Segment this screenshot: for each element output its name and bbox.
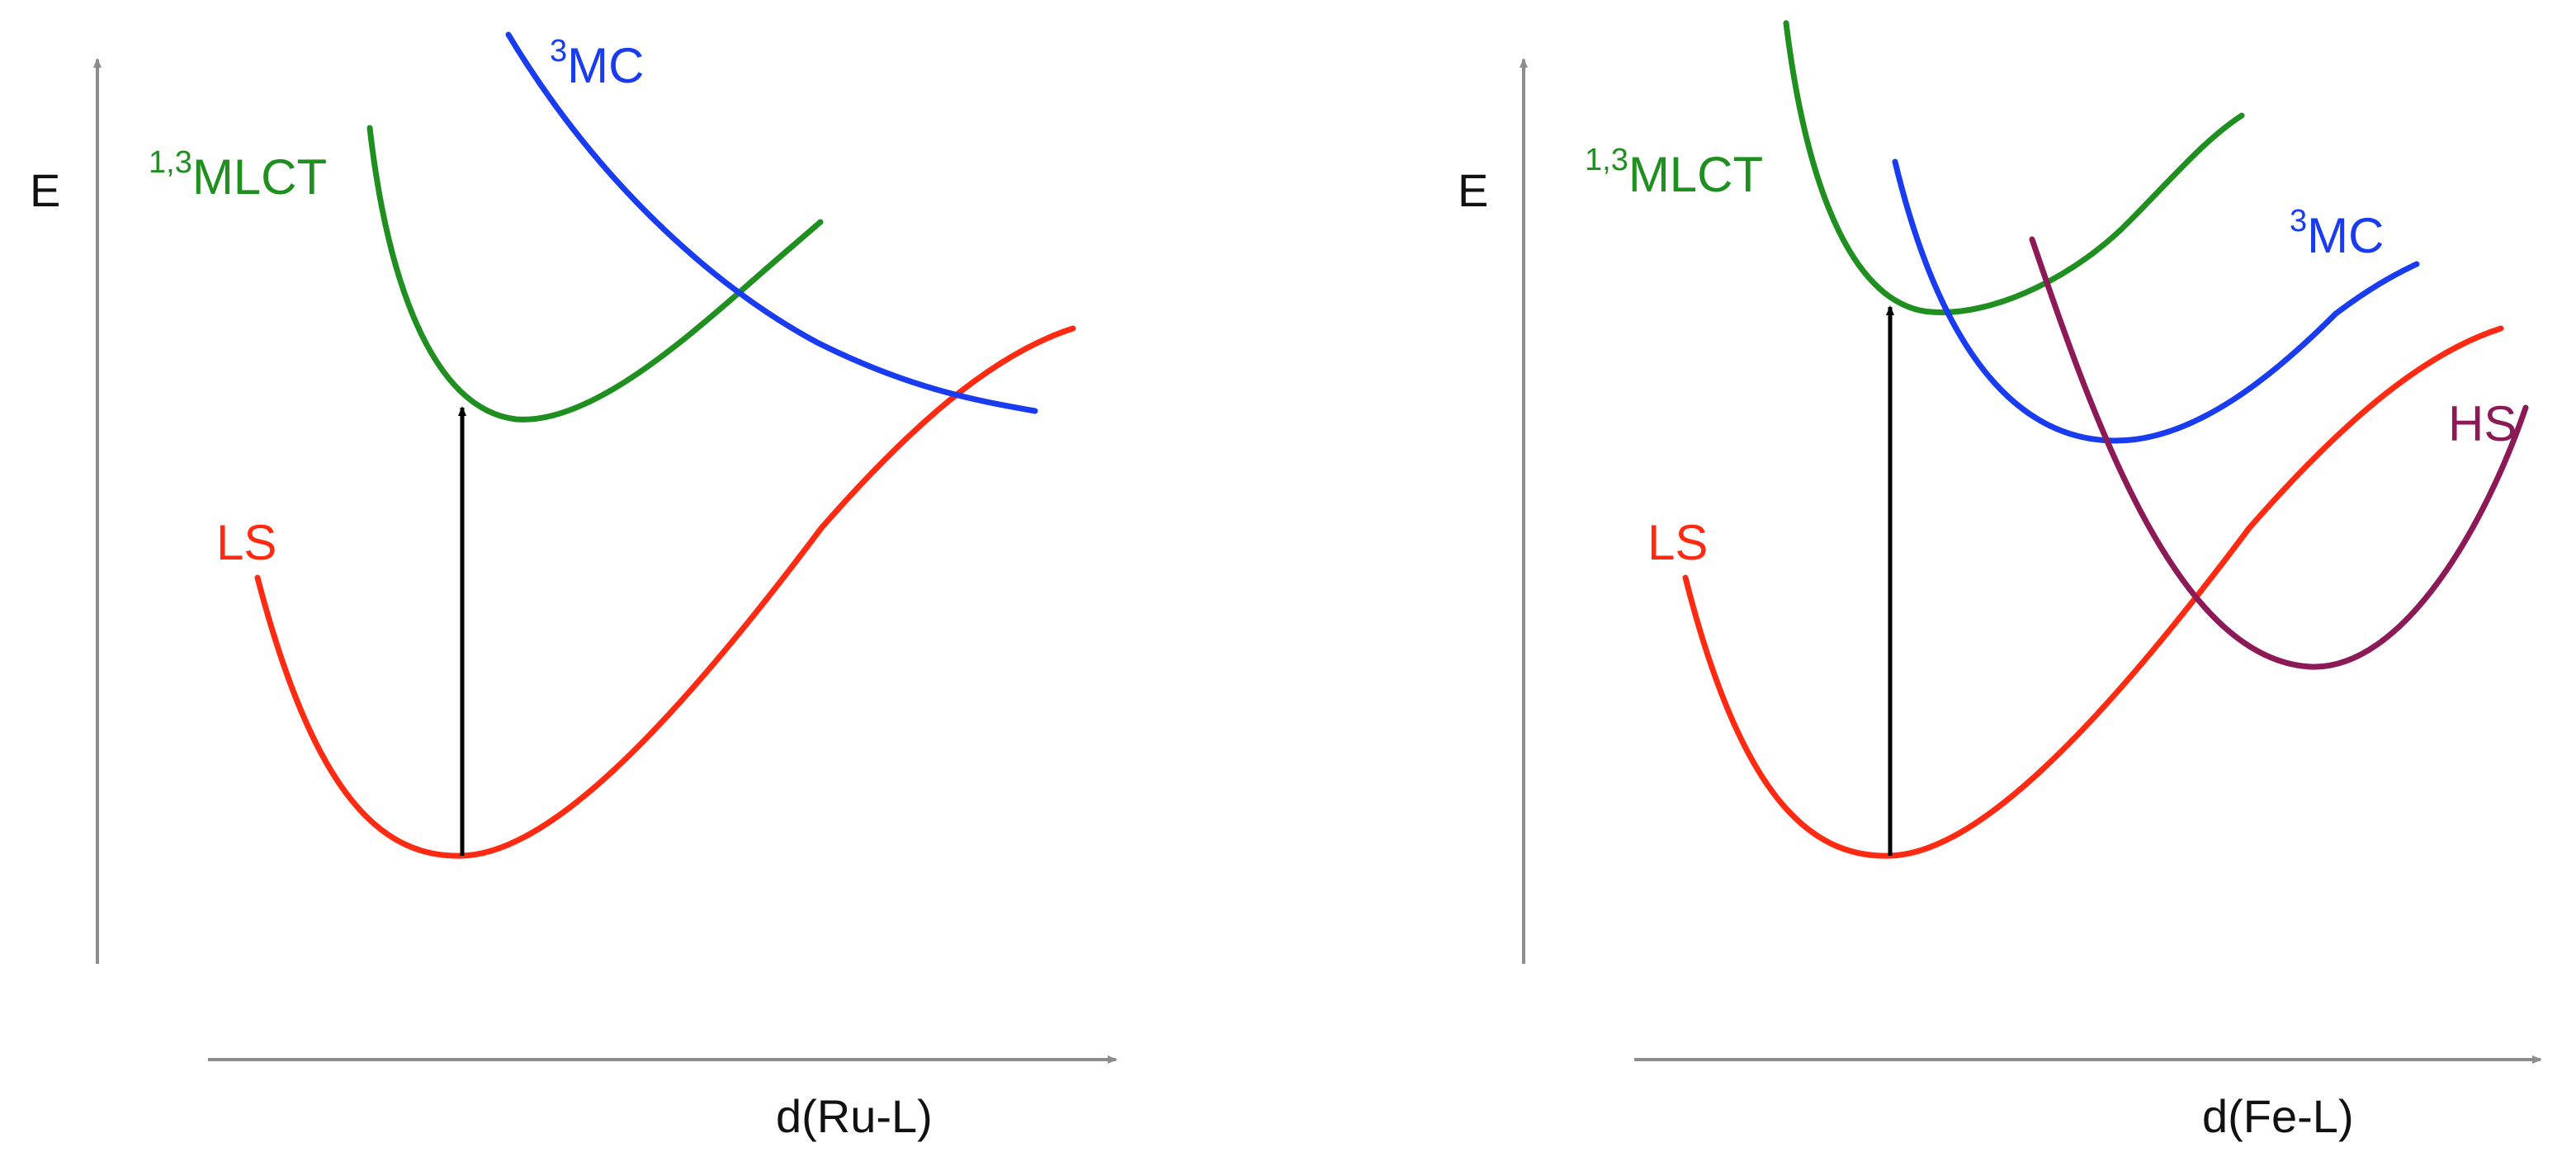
- panel-fe: E d(Fe-L) LS 1,3MLCT 3MC HS: [1458, 20, 2542, 1142]
- mc-label: 3MC: [2290, 204, 2384, 263]
- mc-label: 3MC: [550, 34, 644, 93]
- mlct-curve: [1783, 20, 2245, 315]
- ls-label: LS: [1647, 515, 1708, 570]
- mc-label-superscript: 3: [550, 34, 567, 68]
- mc-label-text: MC: [2307, 208, 2384, 263]
- mlct-label-text: MLCT: [192, 149, 327, 205]
- mlct-curve: [366, 125, 824, 423]
- panel-ru: E d(Ru-L) LS 1,3MLCT 3MC: [30, 31, 1118, 1142]
- ls-curve: [254, 325, 1076, 859]
- mc-label-superscript: 3: [2290, 204, 2307, 238]
- ls-label: LS: [216, 515, 277, 570]
- hs-label: HS: [2448, 396, 2517, 451]
- mlct-label: 1,3MLCT: [1585, 143, 1763, 202]
- mlct-label-text: MLCT: [1628, 147, 1763, 202]
- mc-curve: [505, 31, 1038, 414]
- mlct-label-superscript: 1,3: [149, 145, 192, 180]
- mlct-label: 1,3MLCT: [149, 145, 327, 205]
- ls-curve: [1682, 325, 2504, 859]
- mlct-label-superscript: 1,3: [1585, 143, 1628, 177]
- mc-curve: [1892, 158, 2420, 444]
- mc-label-text: MC: [567, 38, 644, 93]
- x-axis-label: d(Fe-L): [2202, 1090, 2354, 1142]
- hs-curve: [2029, 236, 2529, 670]
- x-axis-label: d(Ru-L): [776, 1090, 933, 1142]
- y-axis-label: E: [30, 164, 60, 216]
- y-axis-label: E: [1458, 164, 1488, 216]
